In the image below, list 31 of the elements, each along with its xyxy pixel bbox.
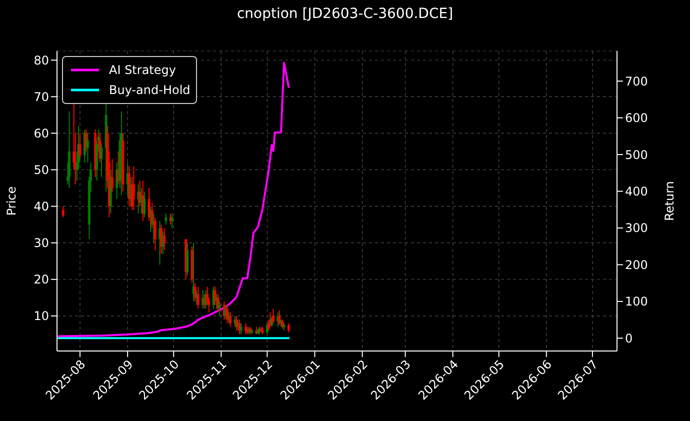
y-tick-label: 70 — [34, 90, 49, 104]
y-tick-label: 60 — [34, 126, 49, 140]
candlestick — [186, 242, 189, 276]
candlestick — [163, 228, 166, 251]
y-tick-label: 80 — [34, 53, 49, 68]
legend-label: AI Strategy — [109, 63, 176, 77]
candlestick — [132, 166, 135, 210]
candlestick — [68, 110, 70, 189]
y2-tick-label: 300 — [625, 221, 648, 236]
line-series — [58, 62, 290, 338]
y2-tick-label: 700 — [625, 74, 648, 88]
y2-tick-label: 200 — [625, 258, 648, 272]
y-tick-label: 30 — [34, 236, 49, 250]
chart-title: cnoption [JD2603-C-3600.DCE] — [236, 6, 454, 22]
y2-axis-title: Return — [662, 181, 676, 221]
legend-label: Buy-and-Hold — [109, 83, 190, 97]
candlestick — [164, 213, 168, 226]
candlestick — [272, 308, 275, 324]
candlestick — [196, 286, 200, 310]
y-tick-label: 10 — [34, 309, 49, 324]
y2-tick-label: 0 — [625, 331, 633, 346]
candlestick — [62, 206, 64, 218]
y-tick-label: 40 — [34, 200, 49, 214]
y-tick-label: 20 — [34, 272, 49, 287]
y2-tick-label: 500 — [625, 148, 648, 162]
y2-tick-label: 600 — [625, 111, 648, 126]
y2-tick-label: 400 — [625, 184, 648, 199]
candlestick — [287, 322, 290, 333]
y2-tick-label: 100 — [625, 294, 648, 309]
y-tick-label: 50 — [34, 163, 49, 178]
y-axis-title: Price — [4, 186, 18, 216]
